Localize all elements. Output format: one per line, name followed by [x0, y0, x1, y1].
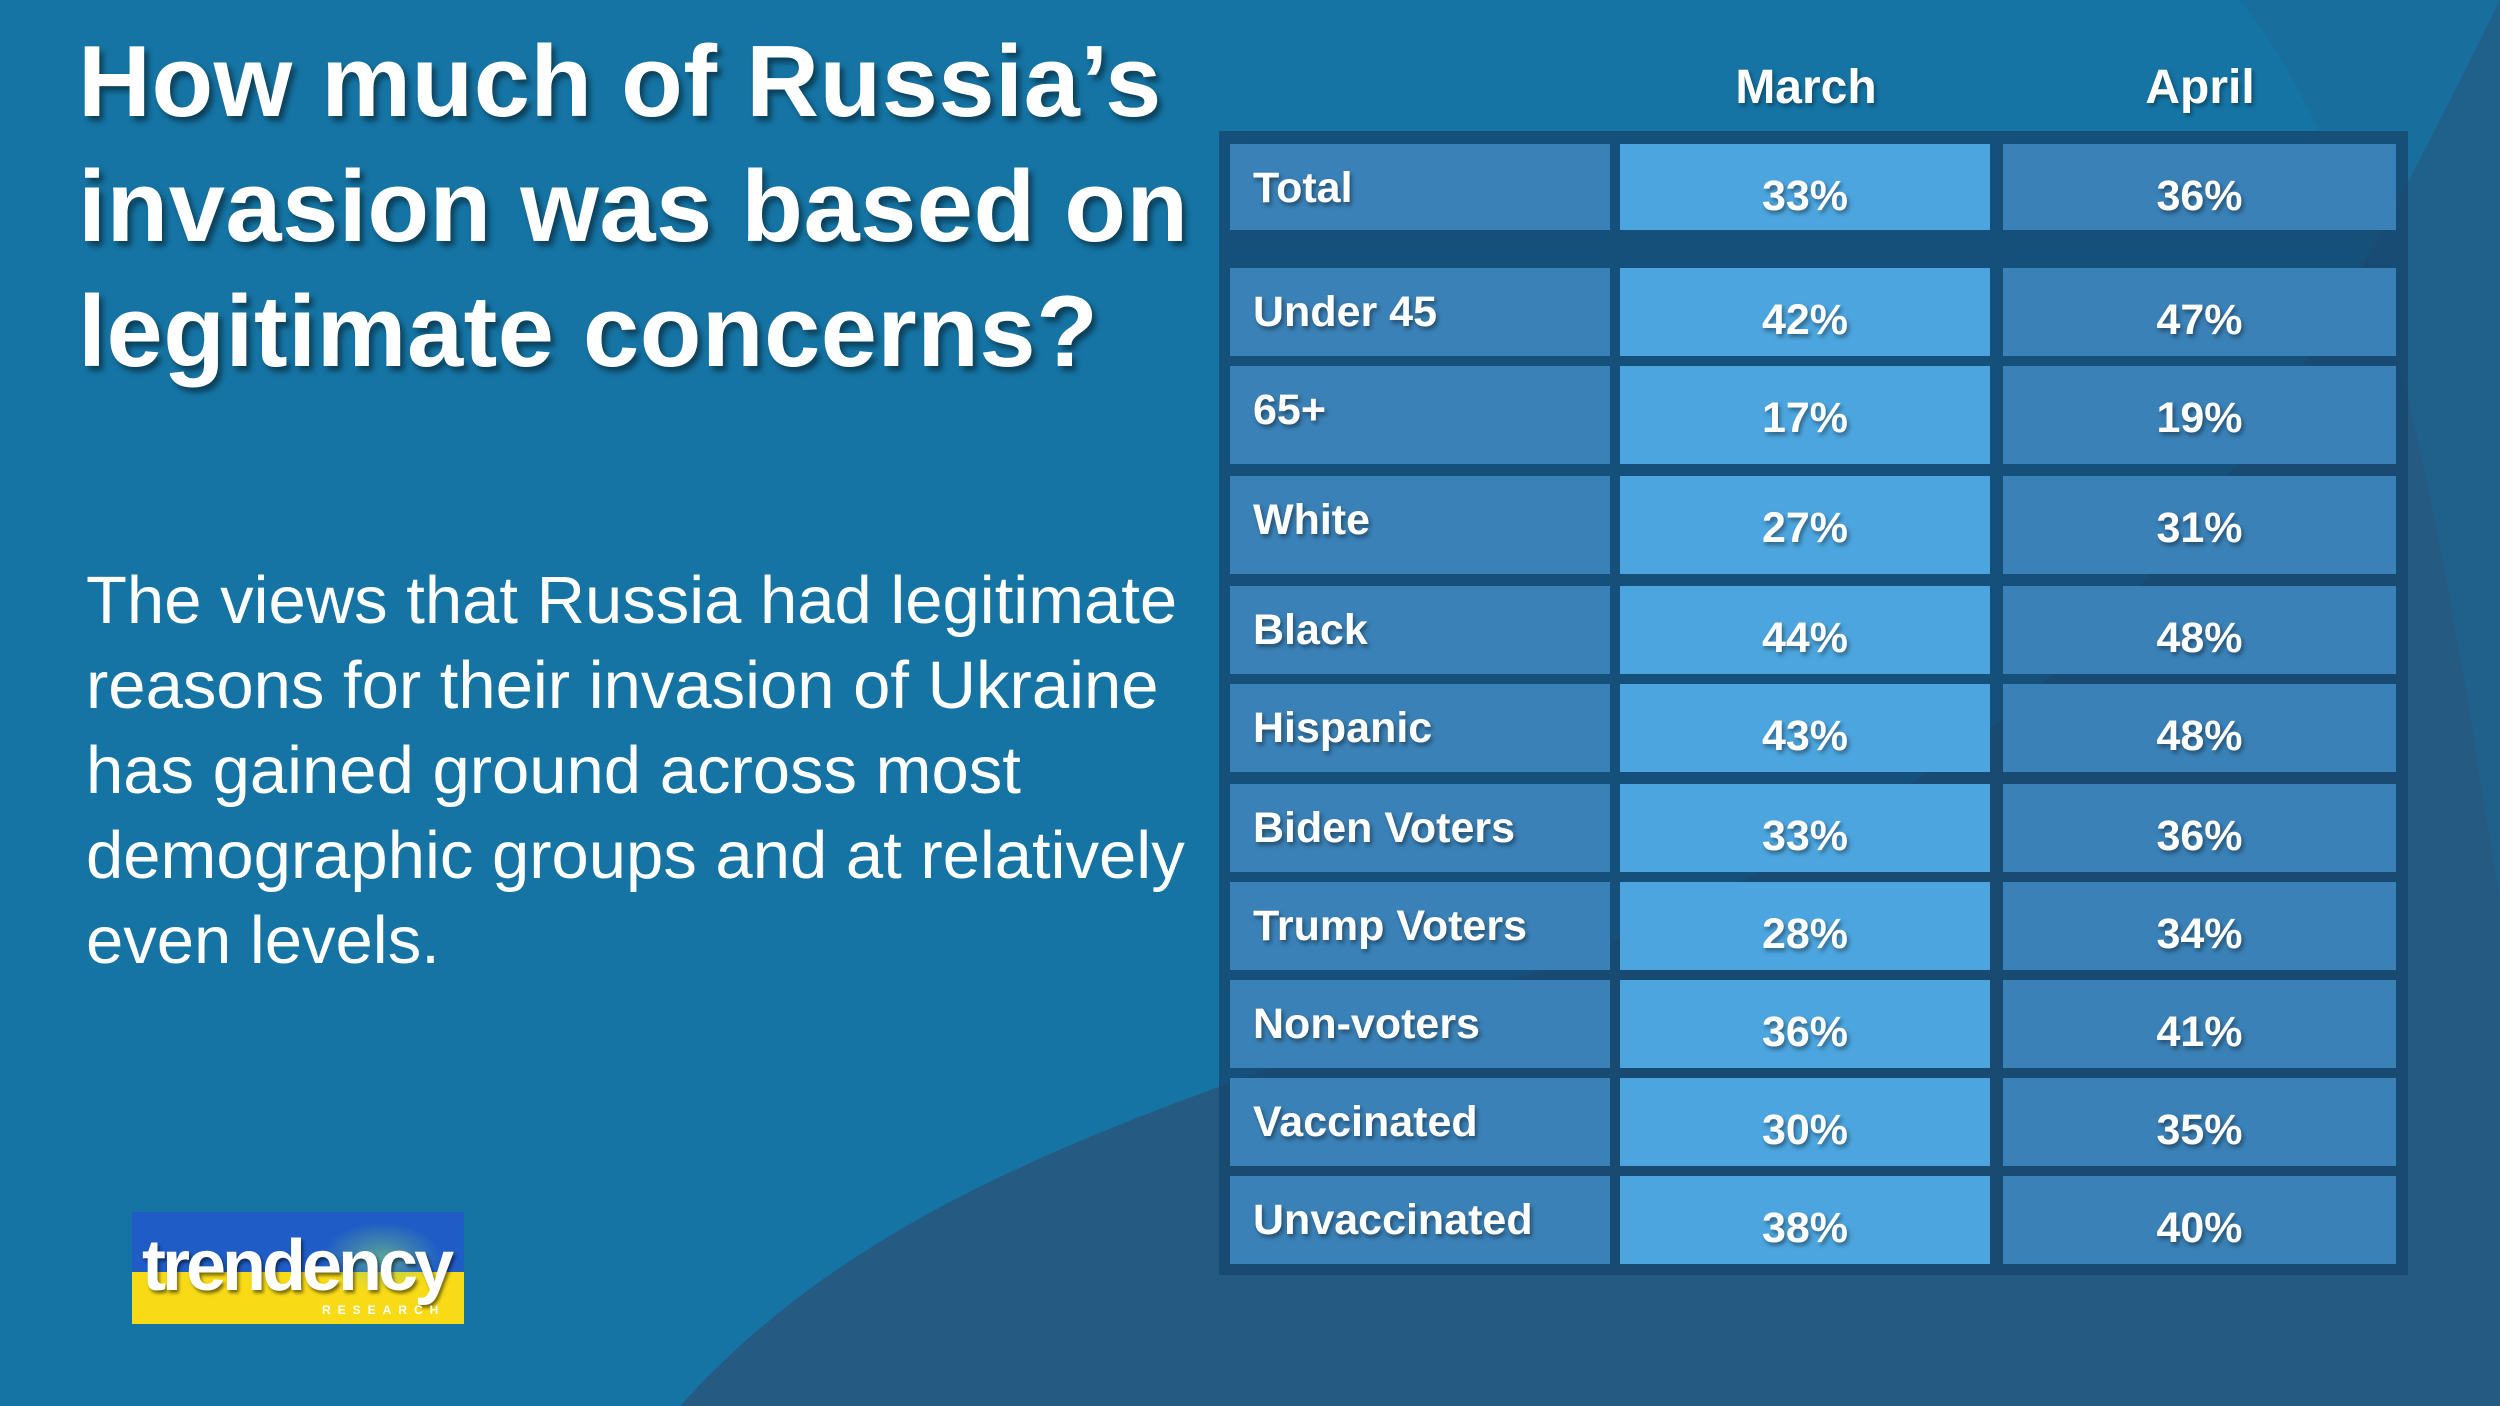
- table-row: Unvaccinated 38% 40%: [1230, 1176, 2396, 1264]
- row-label: Total: [1230, 144, 1610, 230]
- april-value: 40%: [2003, 1176, 2396, 1264]
- column-header-april: April: [2145, 61, 2255, 114]
- table-row: Black 44% 48%: [1230, 586, 2396, 674]
- april-value: 35%: [2003, 1078, 2396, 1166]
- logo-subtitle: RESEARCH: [322, 1303, 446, 1317]
- row-label: Black: [1230, 586, 1610, 674]
- march-value: 38%: [1620, 1176, 1990, 1264]
- april-value: 48%: [2003, 684, 2396, 772]
- trendency-logo: trendency RESEARCH: [132, 1212, 464, 1324]
- table-row: Trump Voters 28% 34%: [1230, 882, 2396, 970]
- march-value: 36%: [1620, 980, 1990, 1068]
- table-row: White 27% 31%: [1230, 476, 2396, 574]
- april-value: 19%: [2003, 366, 2396, 464]
- row-label: Biden Voters: [1230, 784, 1610, 872]
- april-value: 48%: [2003, 586, 2396, 674]
- page-title: How much of Russia’s invasion was based …: [78, 26, 1189, 388]
- march-value: 27%: [1620, 476, 1990, 574]
- april-value: 47%: [2003, 268, 2396, 356]
- table-row: Non-voters 36% 41%: [1230, 980, 2396, 1068]
- row-label: White: [1230, 476, 1610, 574]
- march-value: 28%: [1620, 882, 1990, 970]
- column-header-march: March: [1735, 61, 1877, 114]
- table-row: Total 33% 36%: [1230, 144, 2396, 230]
- table-row: Under 45 42% 47%: [1230, 268, 2396, 356]
- march-value: 33%: [1620, 144, 1990, 230]
- march-value: 30%: [1620, 1078, 1990, 1166]
- row-label: Under 45: [1230, 268, 1610, 356]
- table-row: Biden Voters 33% 36%: [1230, 784, 2396, 872]
- row-label: 65+: [1230, 366, 1610, 464]
- march-value: 43%: [1620, 684, 1990, 772]
- march-value: 44%: [1620, 586, 1990, 674]
- row-label: Non-voters: [1230, 980, 1610, 1068]
- april-value: 36%: [2003, 144, 2396, 230]
- logo-glow: [322, 1222, 442, 1292]
- march-value: 42%: [1620, 268, 1990, 356]
- description-text: The views that Russia had legitimate rea…: [86, 563, 1185, 978]
- table-row: 65+ 17% 19%: [1230, 366, 2396, 464]
- april-value: 31%: [2003, 476, 2396, 574]
- row-label: Trump Voters: [1230, 882, 1610, 970]
- april-value: 41%: [2003, 980, 2396, 1068]
- table-row: Vaccinated 30% 35%: [1230, 1078, 2396, 1166]
- logo-wordmark: trendency: [142, 1226, 454, 1306]
- april-value: 34%: [2003, 882, 2396, 970]
- table-row: Hispanic 43% 48%: [1230, 684, 2396, 772]
- april-value: 36%: [2003, 784, 2396, 872]
- march-value: 17%: [1620, 366, 1990, 464]
- row-label: Hispanic: [1230, 684, 1610, 772]
- march-value: 33%: [1620, 784, 1990, 872]
- row-label: Unvaccinated: [1230, 1176, 1610, 1264]
- row-label: Vaccinated: [1230, 1078, 1610, 1166]
